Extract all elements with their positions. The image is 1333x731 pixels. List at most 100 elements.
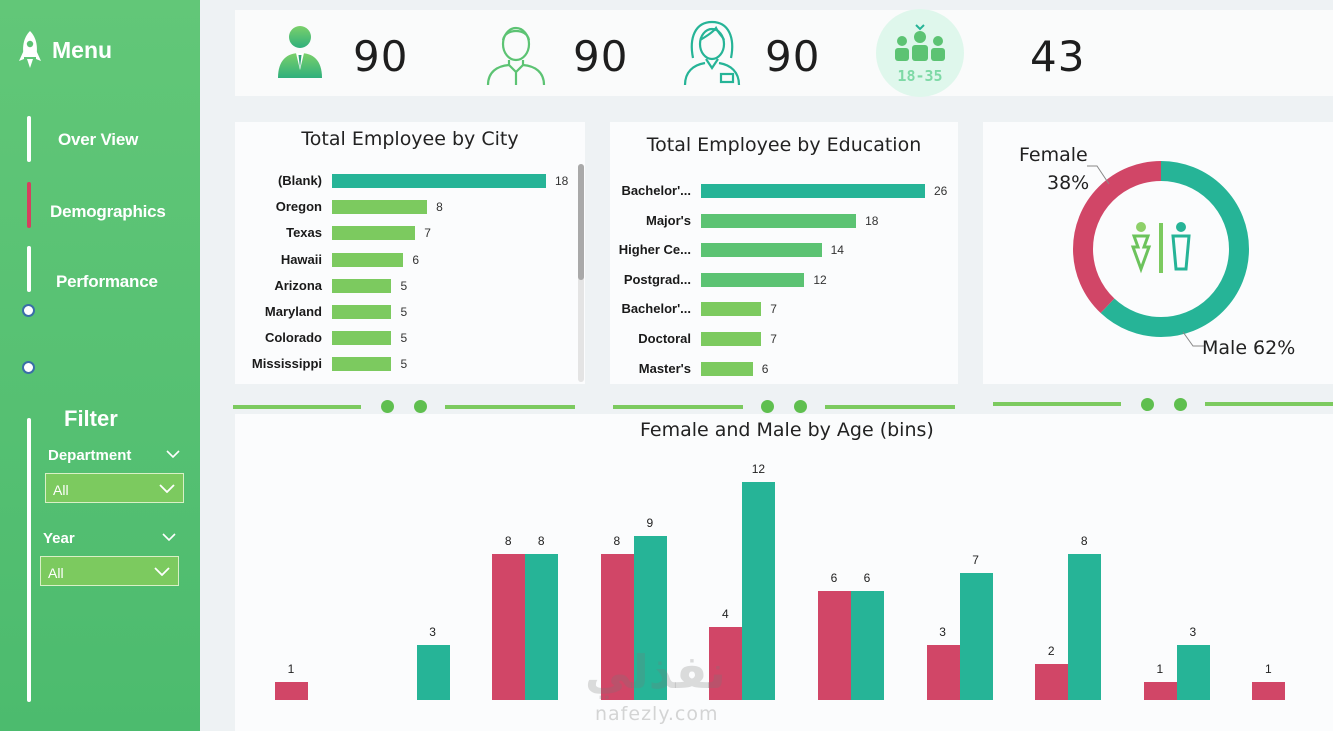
nav-label-overview: Over View [58,130,139,149]
city-bar-value: 8 [436,200,443,215]
education-bar-label: Doctoral [638,331,691,346]
watermark-arabic: نفذلي [585,645,726,699]
city-bar[interactable] [332,226,416,241]
female-column[interactable] [1252,681,1286,700]
age-badge-text: 18-35 [897,67,942,85]
radio-button[interactable] [22,304,35,317]
city-bar[interactable] [332,252,404,267]
education-bar-value: 7 [770,302,777,317]
kpi-value-age-group: 43 [1030,32,1086,81]
filter-divider [27,418,31,702]
education-bar[interactable] [701,361,753,376]
age-group-icon: 18-35 [876,9,964,97]
filter-title: Filter [64,406,118,431]
city-chart-card: Total Employee by City (Blank) 18 Oregon 8 T… [235,122,585,384]
education-bar[interactable] [701,302,762,317]
female-column-value: 4 [722,607,729,622]
female-leader-line [1087,165,1110,185]
nav-item-demographics[interactable]: Demographics [0,182,200,232]
education-bar-label: Postgrad... [623,271,691,287]
education-chart-card: Total Employee by Education Bachelor'...… [610,122,958,384]
male-column-value: 3 [1189,625,1197,640]
education-bar[interactable] [701,332,762,346]
chevron-down-icon [154,567,170,576]
city-bar-label: (Blank) [277,173,322,188]
education-bar-value: 14 [830,243,844,258]
chevron-down-icon [159,484,175,493]
male-column-value: 8 [537,534,545,549]
city-bar[interactable] [332,331,392,346]
city-bar[interactable] [332,305,392,319]
female-column[interactable] [1035,663,1069,700]
menu-header[interactable]: Menu [18,30,112,70]
female-column[interactable] [275,681,308,700]
city-bar-value: 5 [400,305,408,319]
year-slicer-label: Year [43,530,75,547]
female-column[interactable] [818,590,851,700]
female-column[interactable] [926,645,960,700]
education-bar-value: 26 [934,184,948,198]
city-bar-value: 5 [400,278,408,293]
education-bar-label: Higher Ce... [618,242,691,258]
city-bar-label: Maryland [264,304,322,319]
female-column-value: 8 [504,534,512,549]
female-column-value: 1 [287,661,295,676]
kpi-value-female: 90 [765,32,821,81]
city-bar[interactable] [332,357,392,372]
radio-button[interactable] [22,361,35,374]
scrollbar-thumb[interactable] [578,164,584,280]
chevron-down-icon[interactable] [162,533,176,541]
male-column[interactable] [742,481,776,700]
female-slice[interactable] [1073,161,1249,337]
education-bar[interactable] [701,213,857,228]
female-column[interactable] [492,554,526,700]
year-dropdown[interactable]: All [40,556,179,586]
female-column-value: 2 [1047,643,1055,658]
city-bar[interactable] [332,200,428,215]
nav-label-demographics: Demographics [50,202,166,221]
chevron-down-icon[interactable] [166,450,180,458]
education-bar-label: Bachelor'... [621,301,691,317]
city-bar-label: Arizona [274,277,322,293]
education-bar[interactable] [701,184,925,198]
department-dropdown[interactable]: All [45,473,184,503]
male-column[interactable] [959,572,993,700]
male-column-value: 8 [1080,534,1088,549]
city-bar[interactable] [332,278,392,293]
divider-line [825,405,955,409]
education-bar[interactable] [701,272,805,287]
male-column[interactable] [416,645,450,700]
female-employee-icon [683,20,741,86]
scrollbar-track[interactable] [578,164,584,382]
employee-icon [278,26,322,78]
nav-item-performance[interactable]: Performance [0,246,200,296]
female-column[interactable] [709,627,743,700]
female-column[interactable] [600,554,634,700]
male-employee-icon [486,26,546,86]
gender-donut-chart[interactable] [1061,149,1261,349]
education-bar-value: 7 [770,332,777,346]
nav-item-overview[interactable]: Over View [0,116,200,166]
city-bar-value: 5 [400,331,408,346]
male-column[interactable] [633,536,667,700]
restroom-icon [1130,222,1191,274]
nav-label-performance: Performance [56,272,158,291]
male-column-value: 9 [646,516,654,531]
city-bar[interactable] [332,174,546,188]
divider-line [1205,402,1333,406]
male-column[interactable] [851,590,884,700]
divider-line [993,402,1121,406]
female-column[interactable] [1143,681,1177,700]
education-bar-value: 18 [865,213,879,228]
female-column-value: 6 [830,570,838,585]
male-column[interactable] [1068,554,1102,700]
age-chart-title: Female and Male by Age (bins) [640,419,934,441]
education-bar-label: Major's [646,212,691,228]
male-column[interactable] [525,554,559,700]
education-bar-value: 12 [813,272,827,287]
male-column[interactable] [1176,645,1210,700]
education-bar-value: 6 [761,361,769,376]
divider-dot [414,400,427,413]
education-bar[interactable] [701,243,822,258]
male-column-value: 7 [972,552,979,567]
